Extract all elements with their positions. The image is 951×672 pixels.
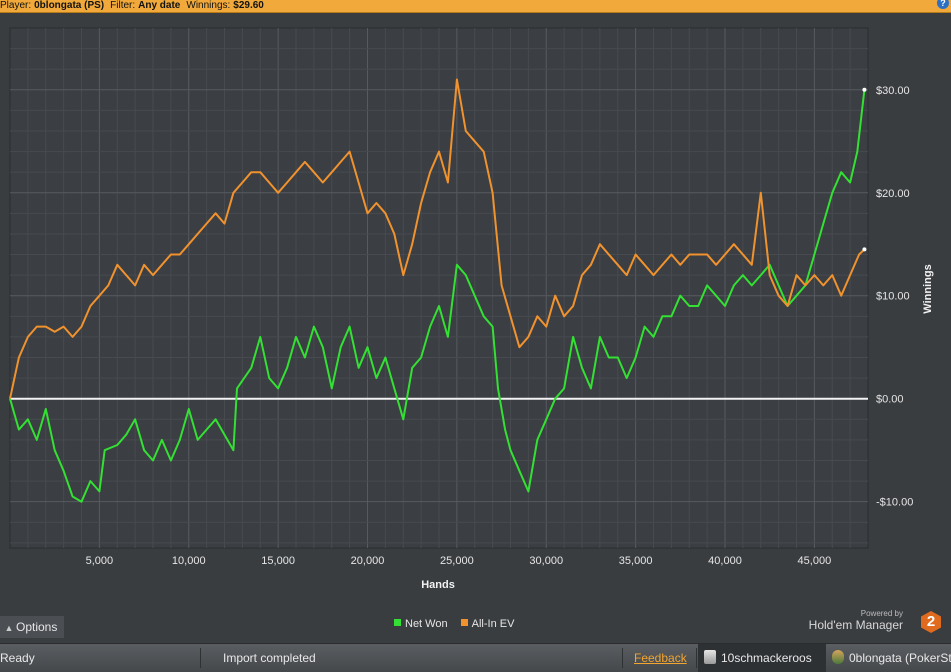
player-selector[interactable]: 0blongata (PokerSt (832, 644, 951, 672)
status-bar: Ready Import completed Feedback 10schmac… (0, 643, 951, 672)
status-ready: Ready (0, 651, 35, 665)
player-avatar-icon (832, 650, 844, 664)
y-axis-title: Winnings (922, 264, 934, 313)
winnings-label: Winnings: (186, 0, 231, 11)
series-layer (9, 78, 867, 503)
database-selector[interactable]: 10schmackeroos (698, 644, 826, 672)
brand-badge-icon: 2 (921, 611, 941, 633)
y-tick-label: -$10.00 (876, 497, 913, 509)
filter-value: Any date (138, 0, 181, 11)
winnings-value: $29.60 (233, 0, 264, 11)
player-name: 0blongata (PokerSt (849, 651, 951, 665)
x-tick-label: 40,000 (708, 555, 742, 567)
filter-header-bar: Player: 0blongata (PS) Filter: Any date Winn… (0, 0, 951, 13)
x-tick-label: 35,000 (619, 555, 653, 567)
grid (10, 28, 868, 548)
y-tick-label: $10.00 (876, 291, 910, 303)
legend-swatch-all-in-ev (460, 619, 468, 626)
x-tick-label: 45,000 (798, 555, 832, 567)
winnings-chart: 5,000 10,000 15,000 20,000 25,000 30,000 35,00… (0, 13, 951, 613)
series-end-point-net-won (862, 87, 867, 92)
status-import: Import completed (223, 651, 316, 665)
chevron-up-icon: ▲ (4, 623, 14, 633)
options-label: Options (16, 620, 58, 634)
status-divider (200, 648, 201, 668)
series-line-all-in-ev (9, 78, 866, 399)
brand-powered-by: Powered by (860, 609, 903, 618)
feedback-link[interactable]: Feedback (634, 651, 687, 665)
help-icon[interactable]: ? (937, 0, 949, 9)
x-tick-label: 30,000 (529, 555, 563, 567)
x-tick-label: 5,000 (86, 555, 114, 567)
database-icon (704, 650, 716, 664)
x-tick-labels: 5,000 10,000 15,000 20,000 25,000 30,000 35,00… (86, 555, 832, 567)
x-tick-label: 20,000 (351, 555, 385, 567)
status-divider (696, 648, 697, 668)
status-divider (622, 648, 623, 668)
legend-label-net-won: Net Won (405, 618, 448, 630)
legend-item-all-in-ev: All-In EV (460, 618, 515, 630)
x-axis-title: Hands (421, 579, 455, 591)
status-divider (822, 648, 823, 668)
y-tick-label: $30.00 (876, 85, 910, 97)
filter-label: Filter: (110, 0, 136, 11)
legend: Net Won All-In EV (394, 618, 524, 630)
database-name: 10schmackeroos (721, 651, 812, 665)
x-tick-label: 15,000 (261, 555, 295, 567)
legend-label-all-in-ev: All-In EV (471, 618, 515, 630)
y-tick-label: $20.00 (876, 188, 910, 200)
x-tick-label: 25,000 (440, 555, 474, 567)
player-value: 0blongata (PS) (34, 0, 105, 11)
legend-item-net-won: Net Won (394, 618, 448, 630)
y-tick-labels: -$10.00 $0.00 $10.00 $20.00 $30.00 (876, 85, 913, 509)
brand-logo: Powered by Hold'em Manager 2 (801, 609, 941, 637)
series-line-net-won (9, 89, 866, 503)
chart-svg: 5,000 10,000 15,000 20,000 25,000 30,000 35,00… (9, 27, 934, 591)
options-button[interactable]: ▲ Options (0, 616, 64, 638)
series-end-point-all-in-ev (862, 247, 867, 252)
y-tick-label: $0.00 (876, 394, 904, 406)
x-tick-label: 10,000 (172, 555, 206, 567)
legend-swatch-net-won (394, 619, 401, 626)
brand-name: Hold'em Manager (808, 618, 903, 632)
player-label: Player: (0, 0, 32, 11)
chart-footer: ▲ Options Net Won All-In EV Powered by Ho… (0, 609, 951, 643)
